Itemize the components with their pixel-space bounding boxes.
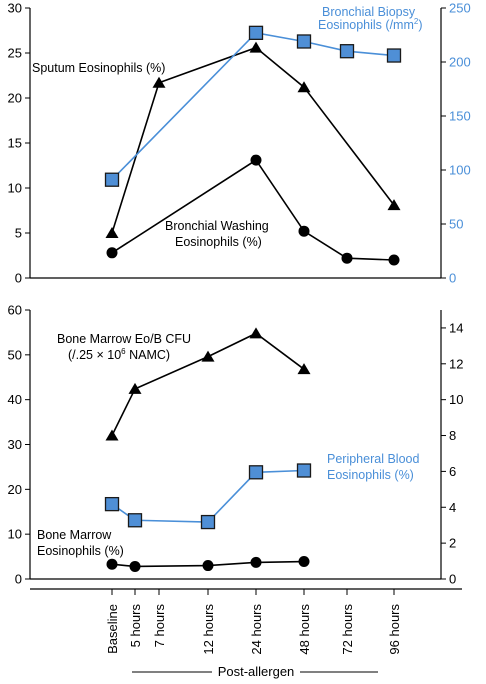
x-tick-label-24-hours: 24 hours	[249, 604, 264, 655]
point-peripheral-blood-eosinophils-baseline	[104, 496, 120, 512]
top-left-tick-label-15: 15	[8, 136, 22, 151]
point-bronchial-biopsy-eosinophils-mm-24-hours	[248, 25, 264, 40]
annotation-biopsy-superscript: 2	[414, 17, 419, 26]
point-sputum-eosinophils-48-hours	[297, 81, 311, 93]
annotation-washing-line2: Eosinophils (%)	[175, 235, 262, 249]
point-bone-marrow-eo-b-cfu-25-10-namc-baseline	[105, 429, 119, 441]
point-peripheral-blood-eosinophils-12-hours	[200, 514, 216, 530]
axes-layer: 0510152025300501001502002500102030405060…	[8, 1, 471, 680]
x-tick-label-48-hours: 48 hours	[297, 604, 312, 655]
x-tick-label-baseline: Baseline	[105, 604, 120, 654]
top-left-tick-label-25: 25	[8, 46, 22, 61]
point-bronchial-washing-eosinophils-baseline	[106, 247, 118, 259]
top-right-tick-label-0: 0	[449, 271, 456, 286]
annotation-marrow-line1: Bone Marrow	[37, 528, 112, 542]
annotation-cfu-superscript: 6	[121, 347, 126, 356]
annotation-blood-line2: Eosinophils (%)	[327, 468, 414, 482]
annotation-layer: Sputum Eosinophils (%) Bronchial Biopsy …	[32, 5, 423, 558]
bottom-left-tick-label-50: 50	[8, 347, 22, 362]
point-bone-marrow-eo-b-cfu-25-10-namc-48-hours	[297, 363, 311, 375]
annotation-cfu-close: NAMC)	[126, 348, 170, 362]
point-bone-marrow-eosinophils-24-hours	[250, 556, 262, 568]
x-tick-label-72-hours: 72 hours	[340, 604, 355, 655]
top-left-tick-label-5: 5	[15, 226, 22, 241]
bottom-right-tick-label-2: 2	[449, 536, 456, 551]
bottom-left-tick-label-60: 60	[8, 303, 22, 318]
annotation-biopsy-line1: Bronchial Biopsy	[322, 5, 416, 19]
bottom-left-tick-label-20: 20	[8, 482, 22, 497]
top-left-tick-label-30: 30	[8, 1, 22, 16]
series-line-sputum-eosinophils	[111, 46, 395, 234]
bottom-left-tick-label-10: 10	[8, 527, 22, 542]
bottom-right-tick-label-6: 6	[449, 464, 456, 479]
bottom-right-tick-label-8: 8	[449, 428, 456, 443]
annotation-marrow-line2: Eosinophils (%)	[37, 544, 124, 558]
annotation-biopsy-text: Eosinophils (/mm	[318, 18, 414, 32]
bottom-right-tick-label-4: 4	[449, 500, 456, 515]
annotation-biopsy-close: )	[418, 18, 422, 32]
bottom-left-tick-label-0: 0	[15, 572, 22, 587]
top-right-tick-label-50: 50	[449, 217, 463, 232]
x-tick-label-96-hours: 96 hours	[387, 604, 402, 655]
top-left-tick-label-10: 10	[8, 181, 22, 196]
point-sputum-eosinophils-7-hours	[152, 76, 166, 88]
point-bone-marrow-eo-b-cfu-25-10-namc-12-hours	[201, 350, 215, 362]
x-tick-label-7-hours: 7 hours	[152, 604, 167, 648]
point-bone-marrow-eo-b-cfu-25-10-namc-5-hours	[128, 382, 142, 394]
point-bronchial-washing-eosinophils-48-hours	[298, 225, 310, 237]
annotation-cfu-line2: (/.25 × 106 NAMC)	[68, 347, 170, 362]
point-peripheral-blood-eosinophils-24-hours	[248, 465, 264, 480]
point-bone-marrow-eosinophils-5-hours	[129, 560, 141, 572]
bottom-right-tick-label-12: 12	[449, 356, 463, 371]
x-tick-label-5-hours: 5 hours	[128, 604, 143, 648]
point-peripheral-blood-eosinophils-5-hours	[127, 513, 143, 528]
point-bronchial-washing-eosinophils-96-hours	[388, 254, 400, 266]
annotation-sputum-eosinophils: Sputum Eosinophils (%)	[32, 61, 165, 75]
point-peripheral-blood-eosinophils-48-hours	[296, 463, 312, 478]
top-right-tick-label-200: 200	[449, 55, 471, 70]
annotation-washing-line1: Bronchial Washing	[165, 219, 269, 233]
point-sputum-eosinophils-baseline	[105, 227, 119, 238]
point-bone-marrow-eosinophils-12-hours	[202, 560, 214, 572]
point-sputum-eosinophils-96-hours	[387, 199, 401, 211]
point-bronchial-biopsy-eosinophils-mm-72-hours	[339, 44, 355, 59]
bottom-left-tick-label-30: 30	[8, 437, 22, 452]
annotation-cfu-text: (/.25 × 10	[68, 348, 121, 362]
point-bronchial-biopsy-eosinophils-mm-96-hours	[386, 48, 402, 63]
point-bronchial-biopsy-eosinophils-mm-baseline	[104, 172, 120, 187]
x-axis-title: Post-allergen	[218, 664, 295, 679]
bottom-left-tick-label-40: 40	[8, 392, 22, 407]
bottom-right-tick-label-14: 14	[449, 320, 463, 335]
point-bone-marrow-eosinophils-48-hours	[298, 556, 310, 568]
annotation-cfu-line1: Bone Marrow Eo/B CFU	[57, 332, 191, 346]
bottom-right-tick-label-0: 0	[449, 572, 456, 587]
top-left-tick-label-20: 20	[8, 91, 22, 106]
top-left-tick-label-0: 0	[15, 271, 22, 286]
point-bone-marrow-eo-b-cfu-25-10-namc-24-hours	[249, 327, 263, 339]
top-right-tick-label-150: 150	[449, 109, 471, 124]
x-tick-label-12-hours: 12 hours	[201, 604, 216, 655]
annotation-blood-line1: Peripheral Blood	[327, 452, 419, 466]
point-bronchial-washing-eosinophils-72-hours	[341, 252, 353, 264]
point-sputum-eosinophils-24-hours	[249, 41, 263, 53]
annotation-biopsy-line2: Eosinophils (/mm2)	[318, 17, 423, 32]
series-layer	[104, 25, 402, 572]
point-bone-marrow-eosinophils-baseline	[106, 558, 118, 570]
top-right-tick-label-100: 100	[449, 163, 471, 178]
point-bronchial-biopsy-eosinophils-mm-48-hours	[296, 34, 312, 49]
top-right-tick-label-250: 250	[449, 1, 471, 16]
point-bronchial-washing-eosinophils-24-hours	[250, 154, 262, 166]
bottom-right-tick-label-10: 10	[449, 392, 463, 407]
